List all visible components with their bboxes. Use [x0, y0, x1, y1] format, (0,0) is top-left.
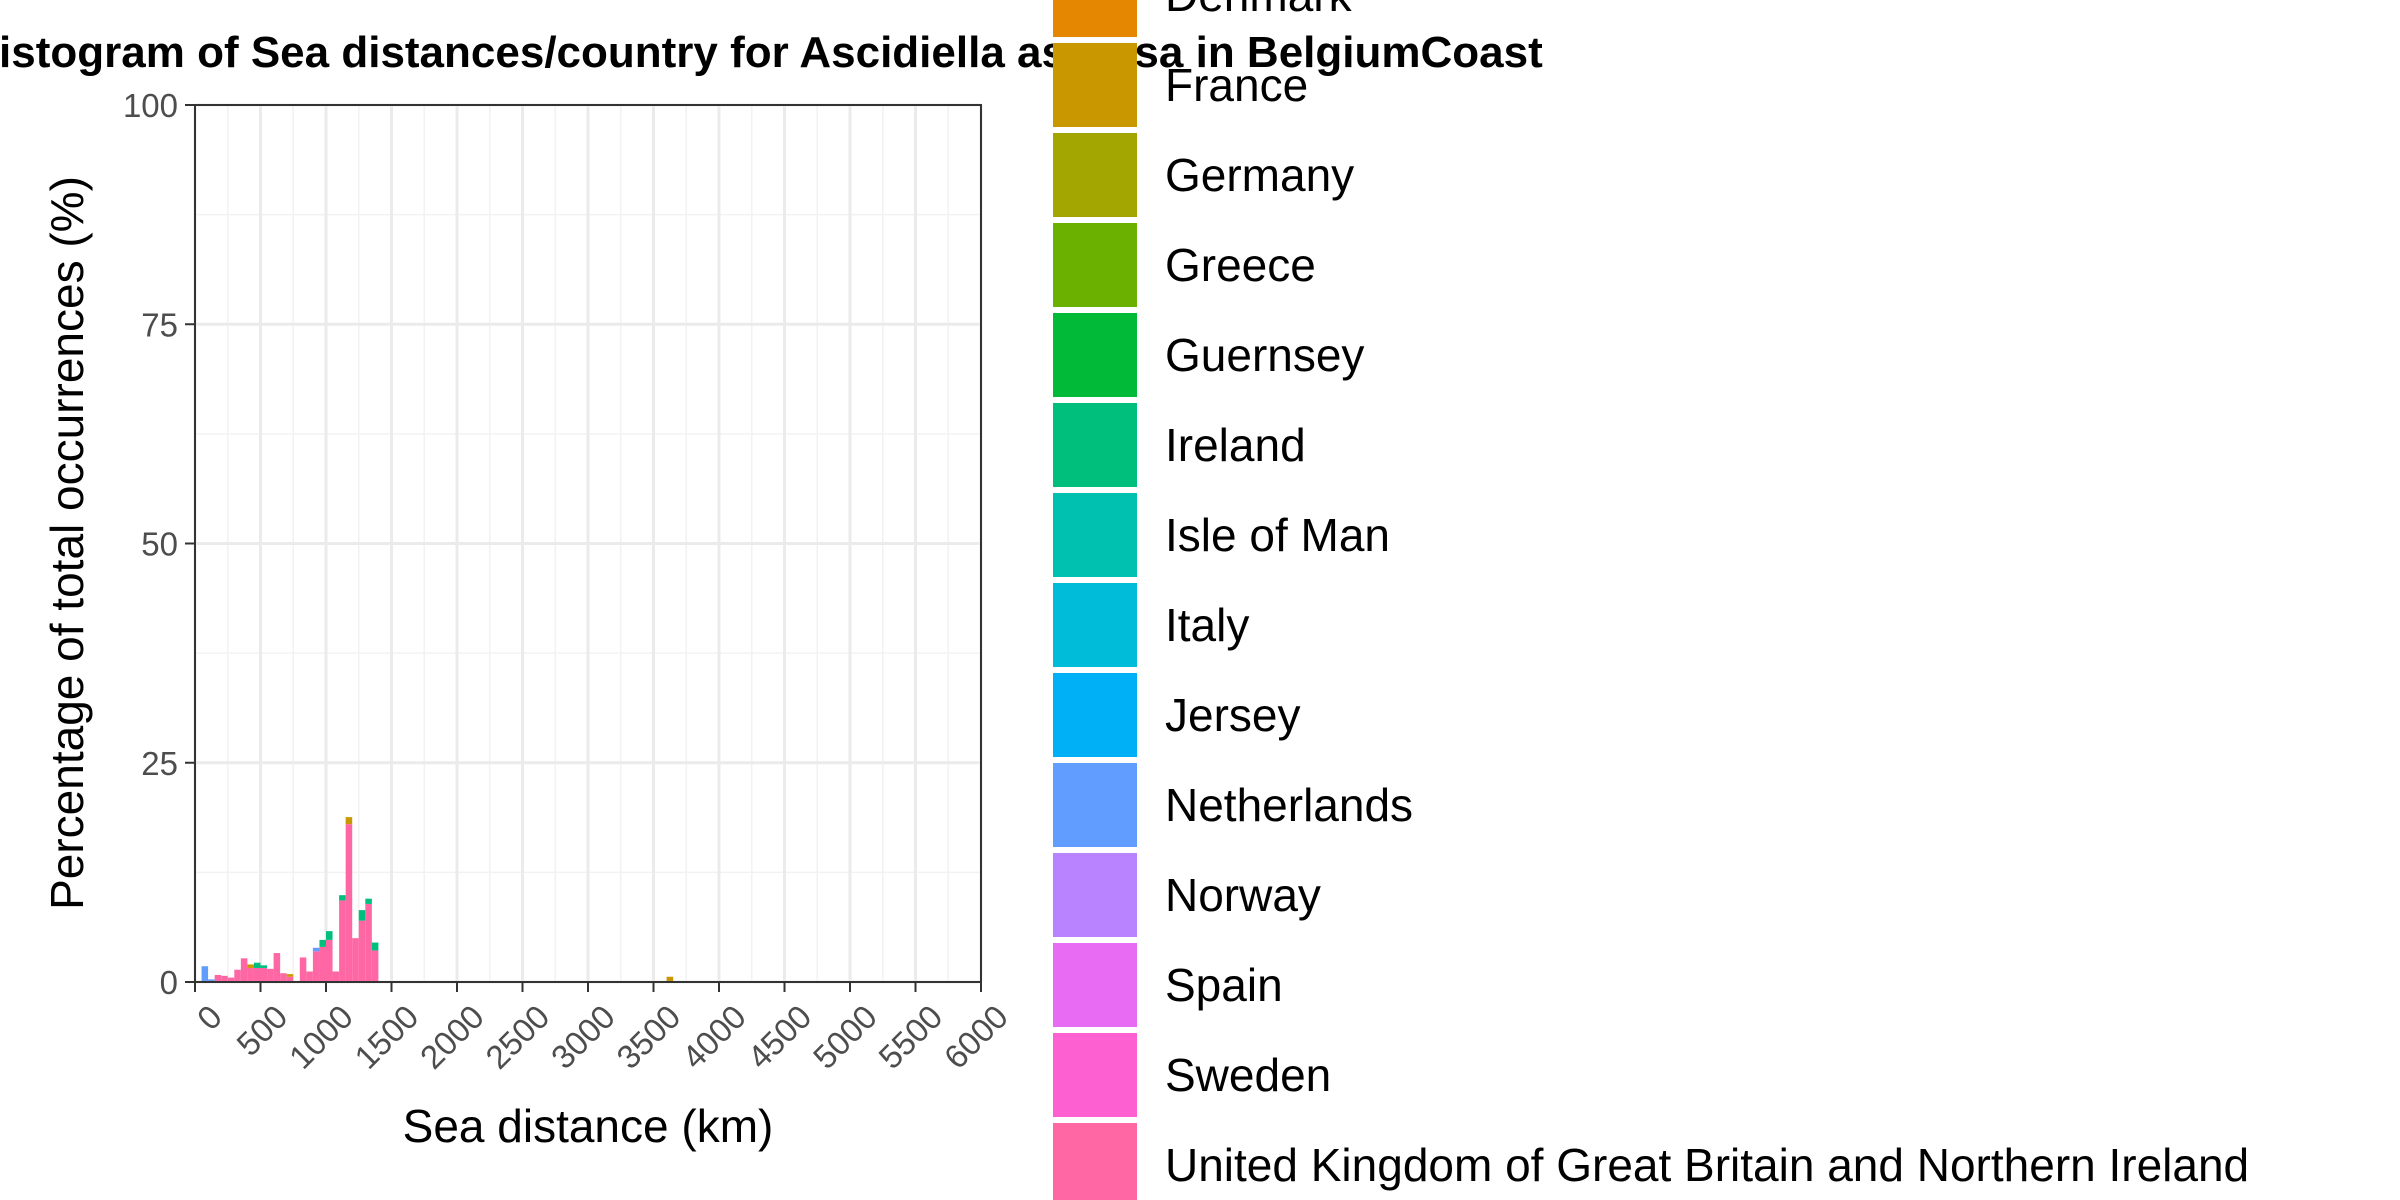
y-tick-label: 25: [141, 745, 178, 782]
histogram-bar-segment: [326, 931, 333, 940]
x-tick-label: 1000: [282, 998, 360, 1076]
histogram-bar-segment: [240, 958, 248, 982]
histogram-bar-segment: [312, 947, 320, 952]
histogram-bar-segment: [352, 938, 359, 982]
histogram-bar-segment: [221, 975, 228, 982]
histogram-bar-segment: [214, 974, 222, 982]
histogram-bar-segment: [201, 966, 209, 982]
x-tick-label: 5500: [871, 998, 949, 1076]
legend-key: [1053, 853, 1137, 937]
legend-key: [1053, 223, 1137, 307]
histogram-bar-segment: [365, 903, 372, 982]
histogram-bar-segment: [260, 967, 268, 982]
legend-key: [1053, 673, 1137, 757]
histogram-bar-segment: [365, 898, 372, 904]
histogram-bar-segment: [312, 951, 320, 982]
legend-key: [1053, 943, 1137, 1027]
histogram-bar-segment: [273, 953, 281, 982]
legend-label: Netherlands: [1165, 779, 1413, 831]
legend-label: Italy: [1165, 599, 1249, 651]
x-tick-label: 2000: [413, 998, 491, 1076]
y-tick-label: 100: [123, 87, 178, 124]
x-tick-label: 5000: [806, 998, 884, 1076]
histogram-bar-segment: [280, 973, 287, 982]
x-tick-label: 2500: [478, 998, 556, 1076]
histogram-bar-segment: [371, 950, 379, 982]
legend-key: [1053, 403, 1137, 487]
legend-key: [1053, 1123, 1137, 1200]
legend-label: Norway: [1165, 869, 1321, 921]
legend-key: [1053, 763, 1137, 847]
x-tick-label: 1500: [347, 998, 425, 1076]
histogram-bar-segment: [299, 957, 307, 982]
bars: [201, 817, 674, 982]
legend-label: France: [1165, 59, 1308, 111]
histogram-bar-segment: [666, 976, 674, 982]
histogram-bar-segment: [253, 962, 261, 968]
legend-key: [1053, 1033, 1137, 1117]
histogram-bar-segment: [339, 900, 346, 982]
y-tick-label: 75: [141, 306, 178, 343]
legend-key: [1053, 133, 1137, 217]
histogram-bar-segment: [234, 969, 241, 982]
histogram-bar-segment: [267, 968, 274, 982]
histogram-bar-segment: [260, 965, 268, 968]
histogram-bar-segment: [227, 977, 235, 982]
x-tick-label: 3500: [609, 998, 687, 1076]
grid: [193, 103, 983, 984]
x-axis-title: Sea distance (km): [403, 1100, 774, 1152]
legend-label: Spain: [1165, 959, 1283, 1011]
x-tick-label: 4000: [675, 998, 753, 1076]
histogram-bar-segment: [208, 979, 215, 982]
histogram-bar-segment: [345, 824, 353, 982]
histogram-bar-segment: [345, 817, 353, 825]
legend: Denmark France Germany Greece Guernsey Irelan…: [1053, 0, 2249, 1200]
histogram-bar-segment: [247, 964, 254, 968]
histogram-bar-segment: [286, 974, 294, 977]
legend-label: Isle of Man: [1165, 509, 1390, 561]
legend-key: [1053, 43, 1137, 127]
y-axis-title: Percentage of total occurrences (%): [41, 176, 93, 910]
legend-label: Germany: [1165, 149, 1354, 201]
histogram-bar-segment: [306, 971, 313, 982]
legend-label: Denmark: [1165, 0, 1353, 21]
y-tick-label: 0: [160, 964, 178, 1001]
x-tick-label: 6000: [937, 998, 1015, 1076]
legend-label: Greece: [1165, 239, 1316, 291]
x-tick-label: 3000: [544, 998, 622, 1076]
histogram-bar-segment: [371, 942, 379, 951]
histogram-bar-segment: [247, 967, 254, 982]
legend-label: Ireland: [1165, 419, 1306, 471]
legend-key: [1053, 0, 1137, 37]
histogram-bar-segment: [332, 971, 340, 982]
histogram-bar-segment: [358, 910, 366, 921]
y-tick-label: 50: [141, 526, 178, 563]
legend-label: Sweden: [1165, 1049, 1331, 1101]
histogram-bar-segment: [319, 939, 326, 947]
x-tick-label: 0: [190, 998, 229, 1037]
histogram-bar-segment: [339, 895, 346, 901]
histogram-bar-segment: [286, 976, 294, 982]
histogram-bar-segment: [319, 946, 326, 982]
histogram-bar-segment: [253, 967, 261, 982]
histogram-bar-segment: [358, 920, 366, 982]
histogram-bar-segment: [326, 939, 333, 982]
legend-label: United Kingdom of Great Britain and Nort…: [1165, 1139, 2249, 1191]
axes: 0 50 0 100015002000250030003500400045005000…: [123, 87, 1015, 1076]
x-tick-label: 4500: [740, 998, 818, 1076]
legend-label: Guernsey: [1165, 329, 1364, 381]
legend-label: Jersey: [1165, 689, 1300, 741]
legend-key: [1053, 313, 1137, 397]
legend-key: [1053, 583, 1137, 667]
legend-key: [1053, 493, 1137, 577]
chart-title: Histogram of Sea distances/country for A…: [0, 28, 1543, 77]
